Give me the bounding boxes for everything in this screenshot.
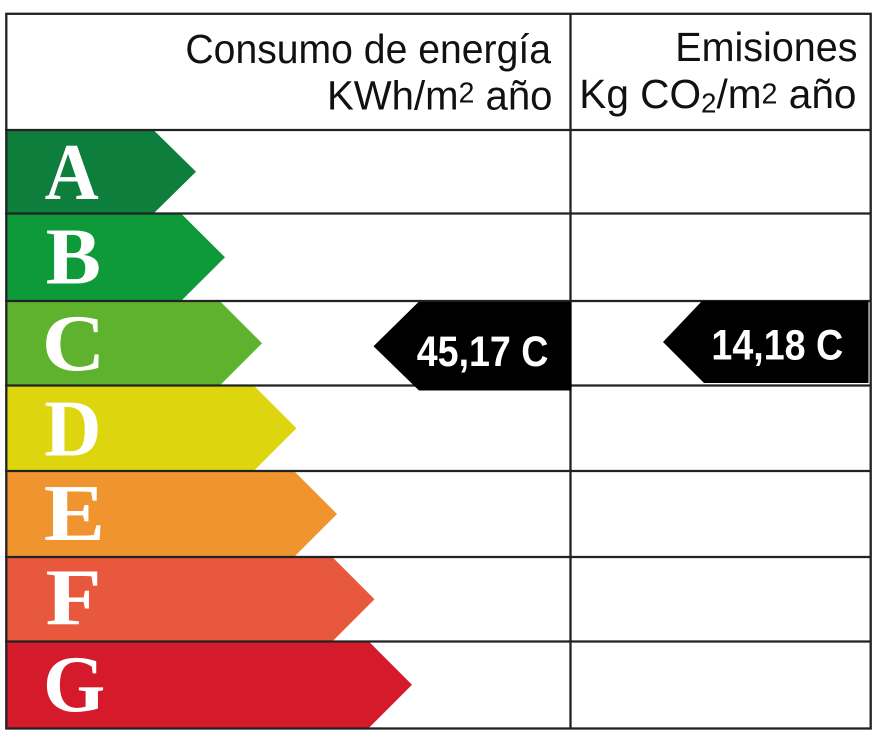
- svg-text:Kg CO2/m2 año: Kg CO2/m2 año: [579, 71, 856, 119]
- svg-text:14,18 C: 14,18 C: [711, 320, 843, 369]
- svg-text:E: E: [44, 469, 105, 558]
- svg-text:F: F: [46, 553, 102, 642]
- svg-text:KWh/m2 año: KWh/m2 año: [327, 72, 552, 118]
- svg-text:G: G: [43, 641, 105, 729]
- svg-text:C: C: [42, 300, 105, 389]
- svg-text:Consumo de energía: Consumo de energía: [185, 27, 551, 72]
- svg-text:Emisiones: Emisiones: [675, 24, 857, 70]
- svg-text:B: B: [46, 212, 101, 301]
- svg-text:45,17 C: 45,17 C: [417, 327, 549, 376]
- svg-text:A: A: [45, 128, 99, 217]
- svg-text:D: D: [44, 385, 101, 473]
